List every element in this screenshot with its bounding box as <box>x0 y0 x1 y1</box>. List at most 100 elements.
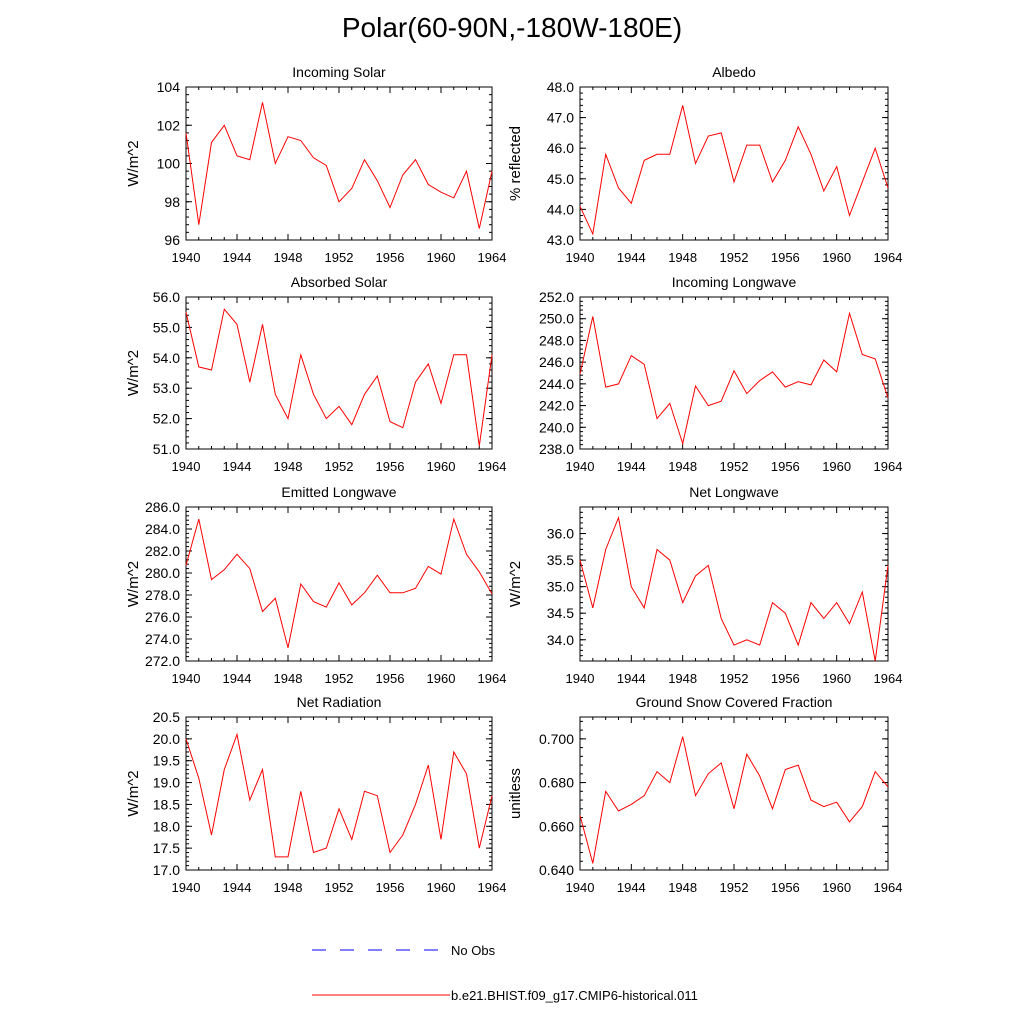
x-tick-label: 1956 <box>376 671 405 686</box>
y-tick-label: 18.0 <box>153 818 180 834</box>
legend-label: b.e21.BHIST.f09_g17.CMIP6-historical.011 <box>451 988 698 1003</box>
y-tick-label: 276.0 <box>145 609 180 625</box>
x-tick-label: 1952 <box>720 459 749 474</box>
y-tick-label: 242.0 <box>539 398 574 414</box>
x-tick-label: 1964 <box>478 459 507 474</box>
y-tick-label: 102 <box>157 117 181 133</box>
x-tick-label: 1952 <box>325 880 354 895</box>
x-tick-label: 1948 <box>668 250 697 265</box>
y-tick-label: 17.5 <box>153 840 180 856</box>
y-tick-label: 98 <box>164 194 180 210</box>
y-tick-label: 56.0 <box>153 289 180 305</box>
x-tick-label: 1964 <box>874 671 903 686</box>
y-axis-label: W/m^2 <box>125 350 142 396</box>
x-tick-label: 1940 <box>566 880 595 895</box>
y-tick-label: 34.5 <box>547 605 574 621</box>
y-tick-label: 248.0 <box>539 332 574 348</box>
y-tick-label: 96 <box>164 232 180 248</box>
x-tick-label: 1944 <box>617 459 646 474</box>
x-tick-label: 1940 <box>172 880 201 895</box>
x-tick-label: 1960 <box>822 880 851 895</box>
x-tick-label: 1940 <box>172 671 201 686</box>
figure-title: Polar(60-90N,-180W-180E) <box>341 12 683 43</box>
panel-title: Net Longwave <box>689 484 779 500</box>
x-tick-label: 1948 <box>274 459 303 474</box>
panel-title: Emitted Longwave <box>281 484 396 500</box>
panel-title: Net Radiation <box>297 694 382 710</box>
y-tick-label: 46.0 <box>547 140 574 156</box>
y-tick-label: 280.0 <box>145 565 180 581</box>
y-tick-label: 252.0 <box>539 289 574 305</box>
y-tick-label: 35.0 <box>547 579 574 595</box>
series-line <box>185 517 493 648</box>
panel-title: Absorbed Solar <box>291 274 388 290</box>
y-tick-label: 36.0 <box>547 526 574 542</box>
x-tick-label: 1956 <box>376 880 405 895</box>
series-line <box>579 311 889 446</box>
y-tick-label: 20.0 <box>153 731 180 747</box>
series-line <box>579 105 889 236</box>
x-tick-label: 1956 <box>771 250 800 265</box>
plot-frame <box>185 296 493 450</box>
x-tick-label: 1948 <box>274 671 303 686</box>
panel-title: Ground Snow Covered Fraction <box>636 694 833 710</box>
x-tick-label: 1948 <box>274 880 303 895</box>
chart-panel-3: 1940 1944 1948 1952 1956 1960 1964 51.0 52.0 53.0… <box>125 274 506 474</box>
x-tick-label: 1952 <box>720 880 749 895</box>
x-tick-label: 1952 <box>325 250 354 265</box>
x-tick-label: 1960 <box>427 459 456 474</box>
x-tick-label: 1940 <box>566 459 595 474</box>
y-tick-label: 246.0 <box>539 354 574 370</box>
x-tick-label: 1948 <box>668 459 697 474</box>
x-tick-label: 1940 <box>566 250 595 265</box>
x-tick-label: 1952 <box>720 671 749 686</box>
series-line <box>579 736 889 864</box>
y-tick-label: 47.0 <box>547 110 574 126</box>
x-tick-label: 1940 <box>172 459 201 474</box>
y-tick-label: 284.0 <box>145 521 180 537</box>
y-tick-label: 250.0 <box>539 311 574 327</box>
x-tick-label: 1944 <box>617 671 646 686</box>
y-tick-label: 44.0 <box>547 201 574 217</box>
x-tick-label: 1948 <box>668 880 697 895</box>
x-tick-label: 1944 <box>223 250 252 265</box>
plot-frame <box>579 716 889 871</box>
y-tick-label: 43.0 <box>547 232 574 248</box>
y-tick-label: 0.680 <box>539 775 574 791</box>
y-axis-label: W/m^2 <box>125 561 142 607</box>
y-tick-label: 48.0 <box>547 79 574 95</box>
x-tick-label: 1956 <box>771 671 800 686</box>
y-tick-label: 19.5 <box>153 753 180 769</box>
y-tick-label: 0.640 <box>539 862 574 878</box>
series-line <box>185 732 493 858</box>
chart-panel-1: 1940 1944 1948 1952 1956 1960 1964 96 98 100 102 10… <box>125 64 506 265</box>
series-line <box>185 102 493 229</box>
x-tick-label: 1940 <box>172 250 201 265</box>
x-tick-label: 1944 <box>223 459 252 474</box>
panel-title: Incoming Longwave <box>672 274 797 290</box>
y-axis-label: W/m^2 <box>507 561 524 607</box>
chart-panel-8: 1940 1944 1948 1952 1956 1960 1964 0.640 0.660 0.… <box>507 694 902 895</box>
y-tick-label: 19.0 <box>153 775 180 791</box>
y-tick-label: 53.0 <box>153 380 180 396</box>
x-tick-label: 1948 <box>668 671 697 686</box>
x-tick-label: 1952 <box>325 671 354 686</box>
x-tick-label: 1940 <box>566 671 595 686</box>
y-tick-label: 278.0 <box>145 587 180 603</box>
x-tick-label: 1944 <box>617 250 646 265</box>
x-tick-label: 1944 <box>223 671 252 686</box>
plot-frame <box>185 716 493 871</box>
x-tick-label: 1964 <box>874 459 903 474</box>
y-tick-label: 54.0 <box>153 350 180 366</box>
panel-title: Albedo <box>712 64 756 80</box>
y-axis-label: % reflected <box>507 126 524 201</box>
y-tick-label: 51.0 <box>153 441 180 457</box>
y-tick-label: 18.5 <box>153 796 180 812</box>
y-axis-label: W/m^2 <box>125 140 142 186</box>
x-tick-label: 1964 <box>874 250 903 265</box>
y-tick-label: 35.5 <box>547 552 574 568</box>
y-tick-label: 240.0 <box>539 419 574 435</box>
series-line <box>579 515 889 662</box>
y-tick-label: 45.0 <box>547 171 574 187</box>
